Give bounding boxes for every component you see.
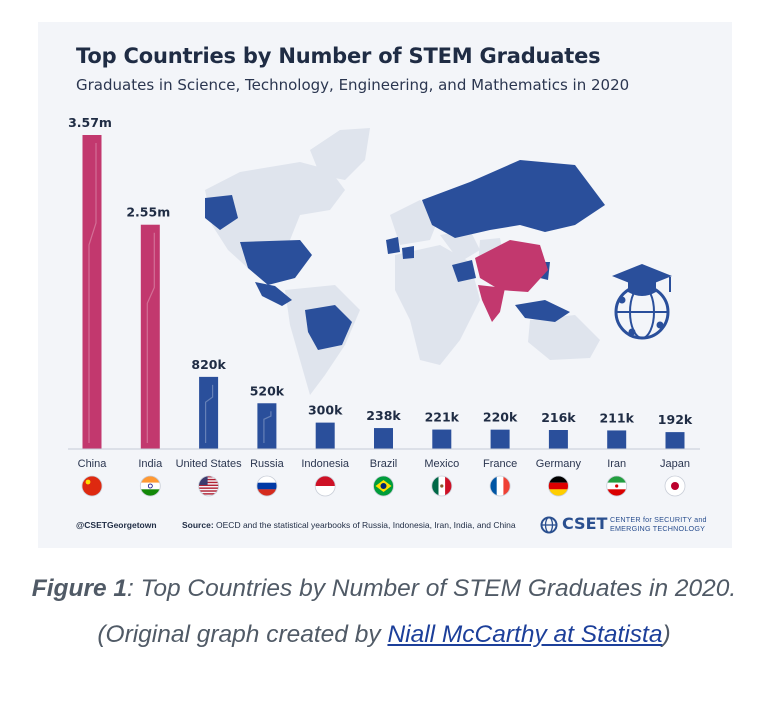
- russia-flag-icon: [256, 475, 278, 497]
- source-note: Source: OECD and the statistical yearboo…: [182, 520, 516, 530]
- cset-mark-icon: [540, 516, 558, 534]
- category-label-japan: Japan: [660, 458, 690, 470]
- bar-brazil: [374, 428, 393, 449]
- india-flag-icon: [139, 475, 161, 497]
- mexico-flag-icon: [431, 475, 453, 497]
- bar-decoration-united-states: [205, 384, 214, 443]
- cset-name-line2: EMERGING TECHNOLOGY: [610, 523, 706, 533]
- chart-subtitle: Graduates in Science, Technology, Engine…: [76, 76, 630, 94]
- value-label-japan: 192k: [658, 412, 693, 427]
- cset-wordmark: CSET: [562, 514, 608, 533]
- bar-china: [82, 135, 102, 449]
- category-labels-group: China India United States Russia Indonesia Br…: [78, 458, 690, 470]
- flags-group: [81, 475, 686, 497]
- statista-link[interactable]: Niall McCarthy at Statista: [387, 621, 663, 648]
- bar-decoration-china: [88, 143, 97, 443]
- bar-united-states: [199, 376, 219, 449]
- value-labels-group: 3.57m 2.55m 820k 520k 300k 238k 221k 220k 216k 21…: [68, 115, 693, 427]
- bar-decoration-russia: [263, 411, 272, 443]
- japan-flag-icon: [664, 475, 686, 497]
- bar-decoration-india: [146, 232, 155, 443]
- category-label-china: China: [78, 458, 108, 470]
- value-label-brazil: 238k: [366, 408, 401, 423]
- source-label: Source:: [182, 520, 214, 530]
- bar-indonesia: [315, 422, 335, 449]
- category-label-germany: Germany: [536, 458, 582, 470]
- usa-flag-icon: [198, 475, 220, 497]
- category-label-india: India: [138, 458, 163, 470]
- category-label-united-states: United States: [176, 458, 243, 470]
- category-label-mexico: Mexico: [424, 458, 459, 470]
- value-label-india: 2.55m: [126, 205, 170, 220]
- value-label-iran: 211k: [599, 410, 634, 425]
- category-label-brazil: Brazil: [370, 458, 398, 470]
- bar-japan: [665, 432, 685, 449]
- bars-group: [82, 135, 685, 449]
- cset-logo: CSET CENTER for SECURITY and EMERGING TE…: [540, 512, 710, 538]
- value-label-france: 220k: [483, 410, 518, 425]
- bar-iran: [607, 430, 627, 449]
- caption-closing: ): [662, 621, 671, 648]
- indonesia-flag-icon: [314, 475, 336, 497]
- caption-text: : Top Countries by Number of STEM Gradua…: [97, 575, 737, 648]
- value-label-indonesia: 300k: [308, 403, 343, 418]
- figure-label: Figure 1: [31, 575, 128, 602]
- social-handle: @CSETGeorgetown: [76, 520, 157, 530]
- value-label-germany: 216k: [541, 410, 576, 425]
- china-flag-icon: [81, 475, 103, 497]
- cset-name-line1: CENTER for SECURITY and: [610, 515, 707, 524]
- bar-france: [490, 429, 510, 449]
- figure-caption: Figure 1: Top Countries by Number of STE…: [0, 566, 768, 658]
- bar-russia: [257, 403, 277, 449]
- bar-india: [140, 224, 160, 449]
- iran-flag-icon: [606, 475, 628, 497]
- chart-title: Top Countries by Number of STEM Graduate…: [76, 44, 601, 68]
- value-label-china: 3.57m: [68, 115, 112, 130]
- bar-mexico: [432, 429, 452, 449]
- category-label-indonesia: Indonesia: [301, 458, 350, 470]
- france-flag-icon: [489, 475, 511, 497]
- category-label-france: France: [483, 458, 517, 470]
- category-label-russia: Russia: [250, 458, 285, 470]
- value-label-mexico: 221k: [425, 410, 460, 425]
- bar-germany: [548, 430, 568, 449]
- germany-flag-icon: [548, 475, 569, 497]
- graduation-globe-icon: [612, 264, 672, 340]
- brazil-flag-icon: [373, 475, 394, 497]
- value-label-russia: 520k: [250, 383, 285, 398]
- source-text: OECD and the statistical yearbooks of Ru…: [216, 520, 516, 530]
- category-label-iran: Iran: [607, 458, 626, 470]
- world-map: [205, 128, 605, 395]
- cset-full-name: CENTER for SECURITY and EMERGING TECHNOL…: [610, 515, 707, 533]
- value-label-united-states: 820k: [191, 357, 226, 372]
